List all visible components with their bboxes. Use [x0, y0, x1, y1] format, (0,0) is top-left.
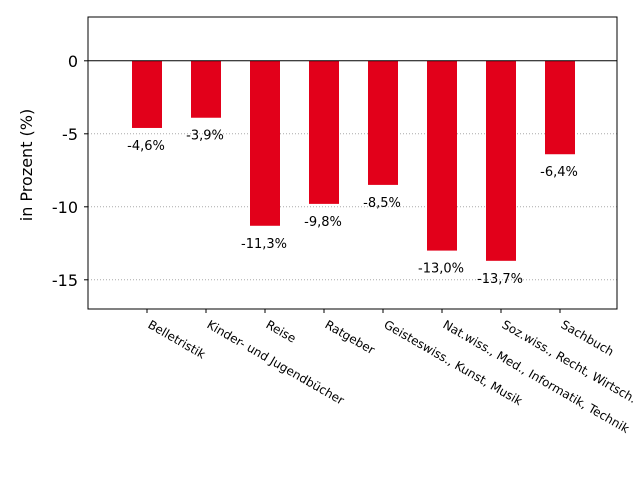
bars [132, 60, 575, 261]
y-tick-label: -5 [62, 125, 78, 144]
bar [427, 60, 457, 251]
x-tick-label: Ratgeber [323, 317, 378, 357]
plot-frame [87, 16, 618, 310]
x-tick-label: Belletristik [146, 317, 208, 361]
data-label: -8,5% [363, 196, 401, 211]
bar [250, 60, 280, 226]
bar [486, 60, 516, 261]
grid-lines [88, 133, 617, 281]
y-tick-label: 0 [68, 52, 78, 71]
data-label: -9,8% [304, 215, 342, 230]
bar [309, 60, 339, 204]
data-label: -11,3% [241, 237, 287, 252]
data-labels: -4,6% -3,9% -11,3% -9,8% -8,5% -13,0% -13,7% -6… [127, 129, 578, 287]
data-label: -3,9% [186, 129, 224, 144]
y-tick-label: -15 [52, 271, 78, 290]
data-label: -4,6% [127, 139, 165, 154]
y-axis-ticks: 0 -5 -10 -15 [52, 52, 88, 290]
data-label: -6,4% [540, 165, 578, 180]
data-label: -13,7% [477, 272, 523, 287]
y-tick-label: -10 [52, 198, 78, 217]
bar [368, 60, 398, 185]
bar [132, 60, 162, 128]
x-tick-label: Reise [264, 317, 299, 345]
data-label: -13,0% [418, 262, 464, 277]
bar [191, 60, 221, 118]
y-axis-label: in Prozent (%) [17, 109, 36, 221]
bar [545, 60, 575, 155]
